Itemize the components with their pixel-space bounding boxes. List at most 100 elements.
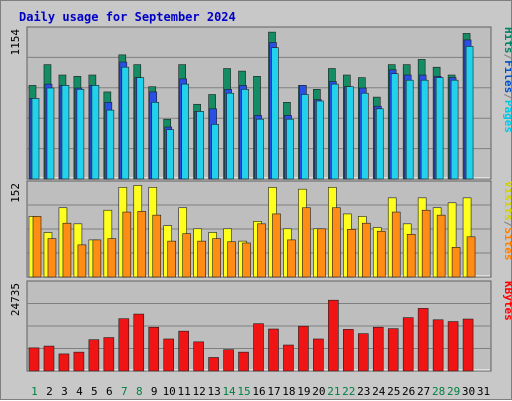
- visits-bar-sites: [466, 236, 476, 278]
- visits-bar-sites: [62, 222, 72, 278]
- day-label: 6: [106, 385, 113, 398]
- kbytes-ymax-label: 24735: [9, 283, 22, 316]
- panel-visits: 152 Visits/Sites: [9, 180, 512, 278]
- traffic-bar-pages: [316, 100, 324, 180]
- kbytes-bar-kbytes: [387, 328, 399, 372]
- visits-bar-sites: [32, 216, 42, 278]
- visits-bar-sites: [77, 244, 87, 278]
- kbytes-bar-kbytes: [372, 326, 384, 372]
- traffic-bar-pages: [420, 79, 429, 180]
- traffic-bar-pages: [181, 83, 189, 180]
- day-label: 28: [432, 385, 445, 398]
- x-axis-labels: 1 2 3 4 5 6 7 8 9 10 11 12 13 14 15 16 17 18 19 20 21 22 23 24 2…: [31, 385, 490, 398]
- visits-bar-sites: [361, 222, 371, 278]
- visits-bar-sites: [257, 223, 266, 278]
- visits-bar-sites: [332, 207, 341, 278]
- day-label: 30: [462, 385, 475, 398]
- kbytes-bar-kbytes: [73, 351, 85, 372]
- visits-bar-sites: [167, 240, 177, 278]
- kbytes-bar-kbytes: [402, 317, 414, 372]
- day-label: 7: [121, 385, 128, 398]
- kbytes-bar-kbytes: [193, 341, 204, 372]
- visits-bar-sites: [302, 207, 311, 278]
- day-label: 4: [76, 385, 83, 398]
- chart-panels: 1154Hits/Files/Pages152Visits/Sites24735…: [9, 26, 512, 372]
- visits-bar-sites: [47, 238, 57, 278]
- kbytes-bar-kbytes: [28, 347, 40, 372]
- day-label: 29: [447, 385, 460, 398]
- visits-bar-sites: [182, 233, 191, 278]
- traffic-legend: Hits/Files/Pages: [502, 27, 512, 133]
- traffic-bar-pages: [271, 47, 279, 180]
- kbytes-bar-kbytes: [223, 349, 234, 372]
- legend-item: Hits: [502, 27, 512, 54]
- day-label: 12: [193, 385, 206, 398]
- day-label: 16: [252, 385, 265, 398]
- kbytes-bar-kbytes: [103, 337, 115, 372]
- day-label: 19: [297, 385, 310, 398]
- legend-item: Files: [502, 60, 512, 93]
- day-label: 15: [237, 385, 250, 398]
- legend-item: Visits: [502, 181, 512, 221]
- traffic-bar-pages: [91, 85, 100, 180]
- traffic-bar-pages: [151, 102, 160, 180]
- visits-legend: Visits/Sites: [502, 181, 512, 261]
- traffic-bar-pages: [106, 109, 115, 180]
- kbytes-bar-kbytes: [432, 319, 444, 372]
- visits-bar-sites: [436, 214, 446, 278]
- day-label: 5: [91, 385, 98, 398]
- day-label: 11: [178, 385, 191, 398]
- day-label: 21: [327, 385, 340, 398]
- traffic-bar-pages: [226, 92, 234, 180]
- day-label: 25: [387, 385, 400, 398]
- kbytes-bar-kbytes: [43, 345, 55, 372]
- day-label: 31: [477, 385, 490, 398]
- traffic-bar-pages: [256, 118, 264, 180]
- kbytes-bar-kbytes: [283, 344, 294, 372]
- day-label: 2: [46, 385, 53, 398]
- kbytes-bar-kbytes: [313, 338, 324, 372]
- visits-ymax-label: 152: [9, 183, 22, 203]
- day-label: 18: [282, 385, 295, 398]
- kbytes-bar-kbytes: [298, 325, 309, 372]
- traffic-bar-pages: [136, 77, 145, 180]
- visits-bar-sites: [347, 229, 356, 278]
- legend-item: /: [502, 93, 512, 100]
- traffic-bar-pages: [286, 118, 294, 180]
- kbytes-bar-kbytes: [148, 326, 160, 372]
- kbytes-legend: KBytes: [502, 281, 512, 321]
- day-label: 24: [372, 385, 386, 398]
- visits-bar-sites: [227, 241, 236, 278]
- visits-bar-sites: [137, 211, 147, 278]
- visits-bar-sites: [197, 240, 206, 278]
- traffic-bar-pages: [166, 129, 175, 180]
- visits-bar-sites: [391, 211, 401, 278]
- visits-bar-sites: [272, 213, 281, 278]
- legend-item: KBytes: [502, 281, 512, 321]
- day-label: 13: [207, 385, 220, 398]
- visits-bar-sites: [212, 238, 221, 278]
- kbytes-bar-kbytes: [328, 299, 339, 372]
- kbytes-bar-kbytes: [343, 329, 354, 372]
- traffic-bar-pages: [211, 124, 219, 180]
- legend-item: /: [502, 54, 512, 61]
- day-label: 9: [151, 385, 158, 398]
- traffic-bar-pages: [331, 83, 339, 180]
- traffic-bar-pages: [31, 98, 40, 180]
- kbytes-bar-kbytes: [58, 353, 70, 372]
- kbytes-bar-kbytes: [447, 321, 459, 372]
- kbytes-bar-kbytes: [178, 330, 189, 372]
- traffic-bar-pages: [450, 79, 459, 180]
- kbytes-bar-kbytes: [238, 351, 249, 372]
- kbytes-bar-kbytes: [357, 333, 369, 372]
- traffic-bar-pages: [360, 92, 369, 180]
- traffic-bar-pages: [121, 66, 130, 180]
- day-label: 1: [31, 385, 38, 398]
- traffic-bar-pages: [196, 111, 204, 180]
- visits-bar-sites: [406, 234, 416, 278]
- kbytes-bar-kbytes: [133, 313, 145, 372]
- visits-bar-sites: [242, 242, 251, 278]
- visits-bar-sites: [107, 238, 117, 278]
- panel-kbytes: 24735 KBytes: [9, 280, 512, 372]
